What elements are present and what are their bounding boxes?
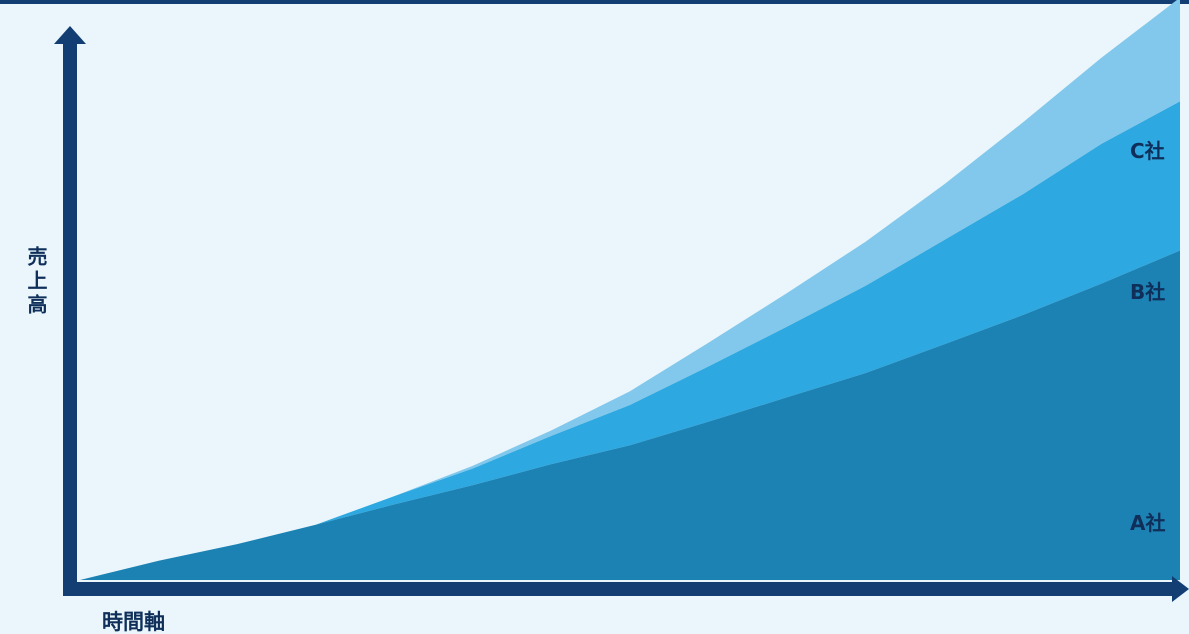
axes-group: [54, 26, 1189, 602]
series-label-b: B社: [1130, 280, 1165, 304]
x-axis-arrow-icon: [1172, 576, 1189, 602]
area-series-a: [80, 250, 1180, 580]
series-label-c: C社: [1130, 139, 1165, 163]
y-axis-line: [63, 40, 77, 596]
x-axis-line: [63, 582, 1175, 596]
series-label-a: A社: [1130, 511, 1165, 535]
x-axis-label: 時間軸: [102, 610, 165, 634]
y-axis-label: 売上高: [24, 246, 48, 318]
top-border: [0, 0, 1189, 4]
area-series-group: [80, 0, 1180, 581]
series-labels-group: C社 B社 A社 時間軸 売上高: [24, 139, 1165, 634]
y-axis-arrow-icon: [54, 26, 86, 44]
